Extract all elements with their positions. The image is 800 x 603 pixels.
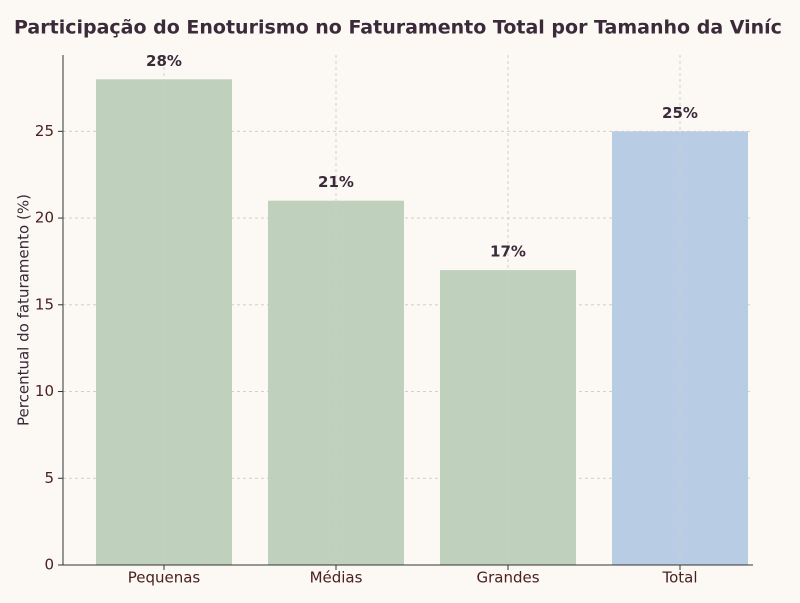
x-tick-label: Médias: [310, 569, 363, 587]
x-tick-label: Pequenas: [128, 569, 201, 587]
y-axis-label: Percentual do faturamento (%): [15, 194, 33, 426]
value-label: 28%: [146, 52, 182, 70]
chart-title: Participação do Enoturismo no Faturament…: [14, 17, 782, 39]
y-tick-label: 10: [35, 382, 54, 400]
x-tick-label: Grandes: [476, 569, 539, 587]
value-label: 17%: [490, 243, 526, 261]
y-tick-label: 25: [35, 122, 54, 140]
value-label: 21%: [318, 173, 354, 191]
x-tick-label: Total: [661, 569, 697, 587]
y-tick-label: 0: [44, 556, 54, 574]
y-tick-label: 15: [35, 295, 54, 313]
y-tick-label: 20: [35, 209, 54, 227]
y-tick-label: 5: [44, 469, 54, 487]
value-label: 25%: [662, 104, 698, 122]
